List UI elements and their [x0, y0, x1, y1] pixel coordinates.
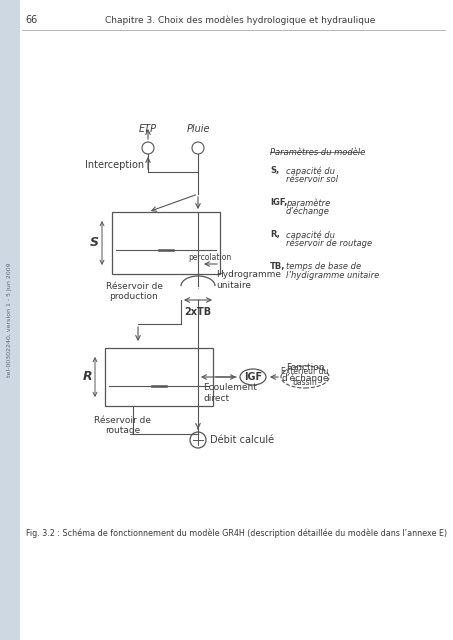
Text: R,: R, — [270, 230, 280, 239]
Text: réservoir de routage: réservoir de routage — [286, 239, 372, 248]
Text: tel-00302240, version 1 - 5 Jun 2009: tel-00302240, version 1 - 5 Jun 2009 — [8, 262, 13, 378]
Text: percolation: percolation — [188, 253, 231, 262]
Text: temps de base de: temps de base de — [286, 262, 361, 271]
Text: l’hydigramme unitaire: l’hydigramme unitaire — [286, 271, 379, 280]
Text: IGF,: IGF, — [270, 198, 287, 207]
Text: IGF: IGF — [244, 372, 262, 382]
Text: ETP: ETP — [139, 124, 157, 134]
Bar — [0, 0, 20, 640]
Text: Réservoir de
production: Réservoir de production — [106, 282, 163, 301]
Ellipse shape — [240, 369, 266, 385]
Bar — [112, 212, 220, 274]
Text: S,: S, — [270, 166, 279, 175]
Text: 66: 66 — [25, 15, 37, 25]
Text: capacité du: capacité du — [286, 166, 335, 175]
Text: Fonction
d’échange: Fonction d’échange — [281, 363, 329, 383]
Text: capacité du: capacité du — [286, 230, 335, 239]
Text: Chapitre 3. Choix des modèles hydrologique et hydraulique: Chapitre 3. Choix des modèles hydrologiq… — [105, 15, 375, 25]
Text: Extérieur du
bassin: Extérieur du bassin — [281, 367, 329, 387]
Text: TB,: TB, — [270, 262, 285, 271]
Text: paramètre: paramètre — [286, 198, 330, 207]
Text: réservoir sol: réservoir sol — [286, 175, 338, 184]
Text: Pluie: Pluie — [186, 124, 210, 134]
Text: S: S — [90, 237, 99, 250]
Text: Réservoir de
routage: Réservoir de routage — [95, 416, 151, 435]
Text: R: R — [82, 371, 92, 383]
Text: Interception: Interception — [85, 160, 144, 170]
Text: Ecoulement
direct: Ecoulement direct — [203, 383, 257, 403]
Text: Paramètres du modèle: Paramètres du modèle — [270, 148, 366, 157]
Text: Débit calculé: Débit calculé — [210, 435, 274, 445]
Text: 2xTB: 2xTB — [184, 307, 212, 317]
Text: d’échange: d’échange — [286, 207, 330, 216]
Text: Hydrogramme
unitaire: Hydrogramme unitaire — [216, 270, 281, 290]
Bar — [105, 348, 213, 406]
Text: Fig. 3.2 : Schéma de fonctionnement du modèle GR4H (description détaillée du mod: Fig. 3.2 : Schéma de fonctionnement du m… — [26, 528, 447, 538]
